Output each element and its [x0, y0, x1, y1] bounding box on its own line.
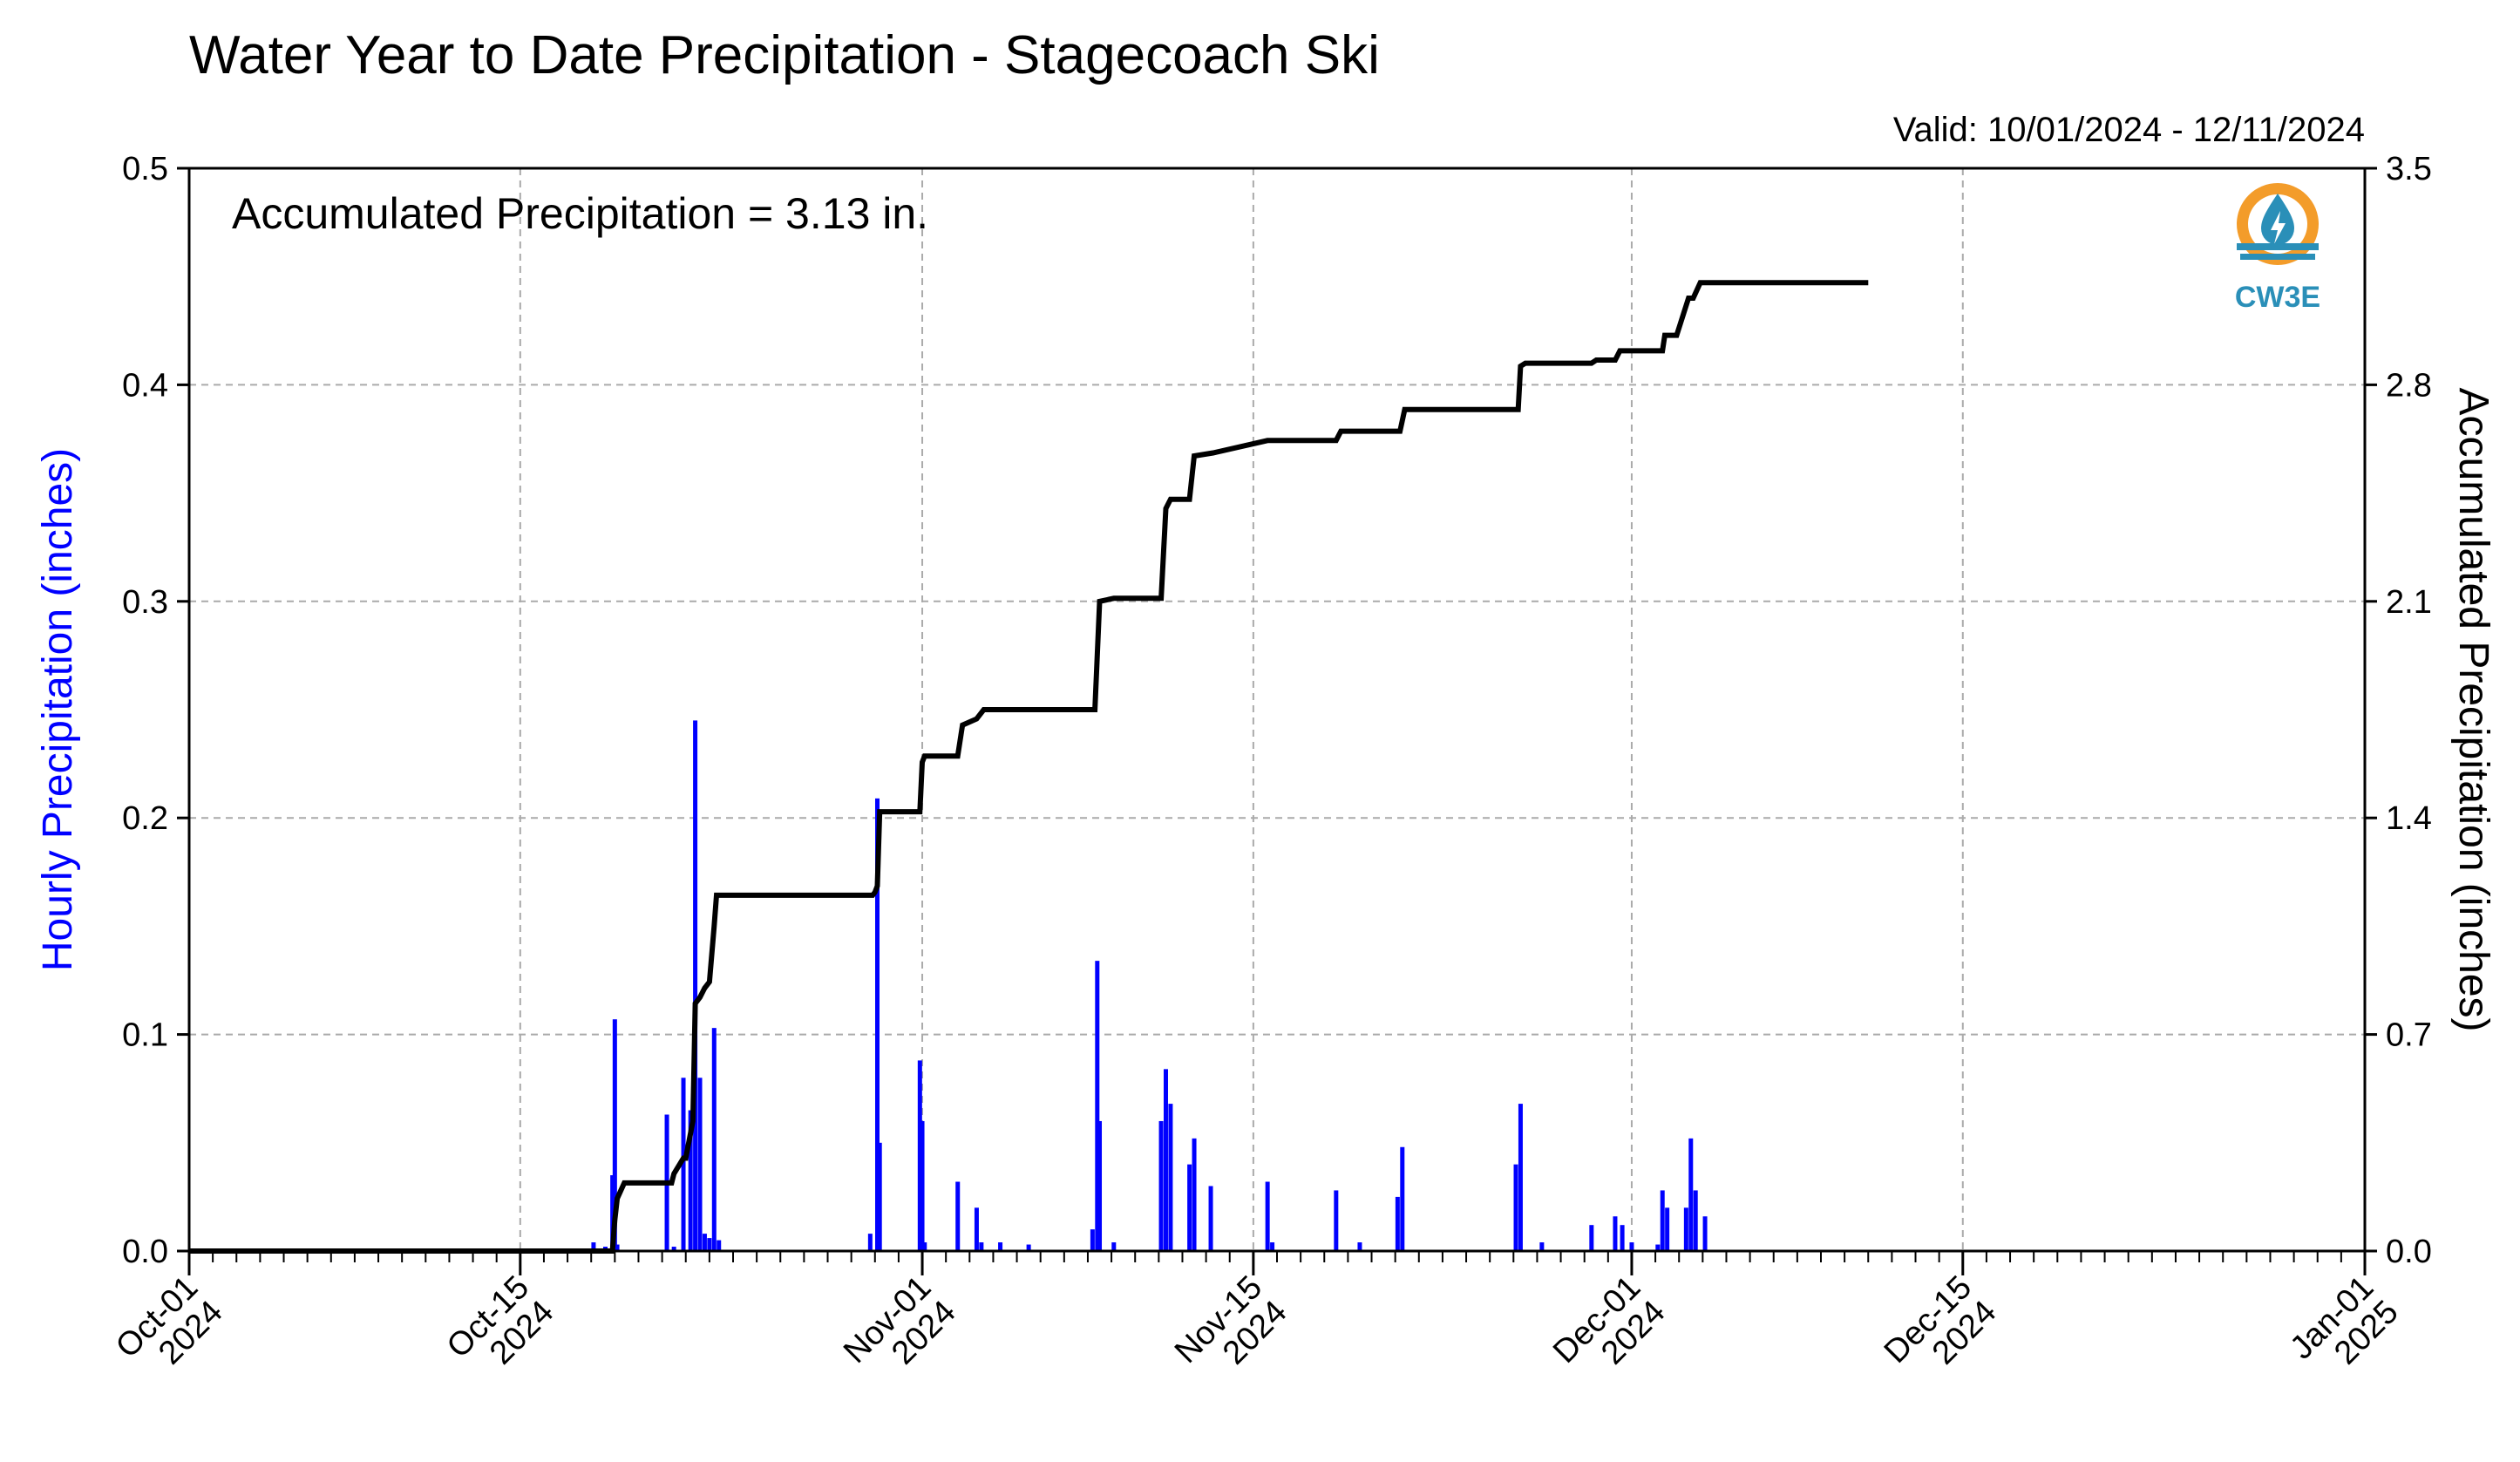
left-y-tick-label: 0.5	[122, 151, 168, 187]
hourly-bar	[1665, 1207, 1670, 1251]
hourly-bar	[998, 1242, 1003, 1251]
valid-date-range: Valid: 10/01/2024 - 12/11/2024	[1893, 111, 2365, 149]
hourly-bar	[877, 1142, 882, 1251]
hourly-bar	[688, 1110, 693, 1251]
hourly-bar	[671, 1247, 676, 1251]
hourly-bar	[1613, 1216, 1618, 1251]
hourly-precipitation-bars	[591, 720, 1708, 1251]
hourly-bar	[979, 1242, 984, 1251]
logo-wave-1	[2237, 243, 2319, 250]
hourly-bar	[1702, 1216, 1708, 1251]
hourly-bar	[1265, 1181, 1270, 1251]
hourly-bar	[591, 1242, 596, 1251]
hourly-bar	[1683, 1207, 1688, 1251]
accumulated-total-annotation: Accumulated Precipitation = 3.13 in.	[232, 189, 928, 238]
cw3e-logo: CW3E	[2235, 183, 2320, 314]
left-y-tick-label: 0.2	[122, 800, 168, 837]
right-y-axis-ticks: 0.0 0.7 1.4 2.1 2.8 3.5	[2365, 151, 2432, 1270]
left-y-tick-label: 0.1	[122, 1017, 168, 1054]
hourly-bar	[702, 1234, 707, 1251]
hourly-bar	[1097, 1120, 1103, 1251]
hourly-bar	[1395, 1196, 1400, 1251]
accumulated-precipitation-line	[189, 280, 1869, 1254]
hourly-bar	[1208, 1186, 1213, 1251]
hourly-bar	[1111, 1242, 1117, 1251]
right-y-tick-label: 2.1	[2386, 584, 2432, 621]
hourly-bar	[974, 1207, 979, 1251]
hourly-bar	[717, 1240, 722, 1251]
right-y-tick-label: 3.5	[2386, 151, 2432, 187]
right-y-tick-label: 0.7	[2386, 1017, 2432, 1054]
right-y-tick-label: 0.0	[2386, 1234, 2432, 1270]
hourly-bar	[1270, 1242, 1275, 1251]
left-y-tick-label: 0.4	[122, 367, 168, 404]
hourly-bar	[612, 1019, 617, 1251]
hourly-bar	[610, 1175, 615, 1251]
left-y-axis-label: Hourly Precipitation (inches)	[35, 448, 81, 971]
grid-lines	[189, 168, 2365, 1251]
hourly-bar	[1655, 1244, 1661, 1251]
right-y-axis-label: Accumulated Precipitation (inches)	[2450, 387, 2496, 1031]
left-y-tick-label: 0.0	[122, 1234, 168, 1270]
hourly-bar	[1539, 1242, 1545, 1251]
hourly-bar	[1163, 1069, 1168, 1251]
hourly-bar	[707, 1238, 712, 1251]
hourly-bar	[1513, 1164, 1518, 1251]
hourly-bar	[1518, 1104, 1523, 1251]
hourly-bar	[867, 1234, 873, 1251]
hourly-bar	[1629, 1242, 1634, 1251]
hourly-bar	[1357, 1242, 1362, 1251]
right-y-tick-label: 1.4	[2386, 800, 2432, 837]
hourly-bar	[1168, 1104, 1173, 1251]
hourly-bar	[1620, 1225, 1625, 1251]
hourly-bar	[1400, 1146, 1405, 1251]
hourly-bar	[1090, 1229, 1095, 1251]
hourly-bar	[1187, 1164, 1192, 1251]
hourly-bar	[920, 1120, 925, 1251]
logo-wave-2	[2240, 254, 2315, 260]
chart-title: Water Year to Date Precipitation - Stage…	[189, 25, 1380, 85]
hourly-bar	[1026, 1244, 1031, 1251]
lightning-icon	[2271, 211, 2286, 244]
hourly-bar	[693, 720, 698, 1251]
right-y-tick-label: 2.8	[2386, 367, 2432, 404]
hourly-bar	[1095, 961, 1100, 1251]
hourly-bar	[1693, 1190, 1698, 1251]
hourly-bar	[697, 1078, 703, 1251]
hourly-bar	[922, 1242, 927, 1251]
hourly-bar	[874, 798, 880, 1251]
hourly-bar	[681, 1078, 686, 1251]
hourly-bar	[955, 1181, 961, 1251]
hourly-bar	[615, 1244, 620, 1251]
hourly-bar	[1688, 1138, 1694, 1251]
left-y-tick-label: 0.3	[122, 584, 168, 621]
hourly-bar	[1192, 1138, 1197, 1251]
hourly-bar	[1334, 1190, 1339, 1251]
left-y-axis-ticks: 0.0 0.1 0.2 0.3 0.4 0.5	[122, 151, 189, 1270]
hourly-bar	[1158, 1120, 1164, 1251]
hourly-bar	[1589, 1225, 1594, 1251]
hourly-bar	[711, 1028, 717, 1251]
logo-text: CW3E	[2235, 281, 2320, 314]
hourly-bar	[917, 1060, 922, 1251]
hourly-bar	[1660, 1190, 1665, 1251]
